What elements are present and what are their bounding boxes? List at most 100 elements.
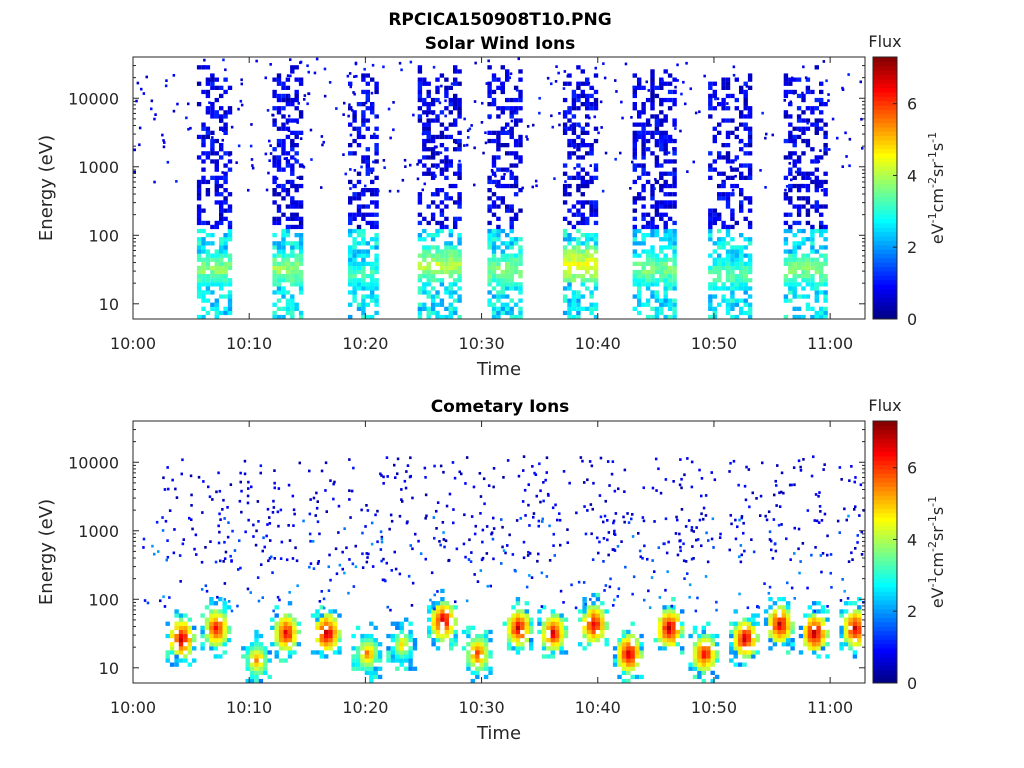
flux-cell	[364, 633, 370, 639]
flux-cell	[823, 188, 828, 193]
flux-cell	[274, 650, 279, 655]
flux-cell	[518, 237, 523, 242]
flux-cell	[245, 654, 250, 659]
flux-cell	[453, 224, 458, 230]
flux-cell	[816, 617, 821, 622]
figure-filename-title: RPCICA150908T10.PNG	[388, 10, 611, 30]
flux-cell	[314, 514, 317, 517]
flux-cell	[646, 557, 649, 561]
flux-cell	[550, 646, 555, 651]
flux-cell	[706, 658, 711, 663]
flux-cell	[513, 192, 519, 197]
flux-cell	[725, 274, 731, 279]
flux-cell	[386, 646, 391, 651]
flux-cell	[810, 224, 815, 230]
flux-cell	[708, 175, 713, 180]
flux-cell	[783, 175, 789, 180]
flux-cell	[819, 212, 824, 217]
flux-cell	[768, 605, 773, 610]
colorbar-segment	[873, 639, 897, 645]
flux-cell	[725, 77, 731, 82]
flux-cell	[774, 549, 778, 553]
flux-cell	[650, 97, 655, 103]
flux-cell	[453, 306, 458, 311]
flux-cell	[424, 123, 428, 127]
flux-cell	[571, 237, 577, 242]
flux-cell	[567, 118, 572, 123]
flux-cell	[659, 188, 664, 193]
flux-cell	[276, 220, 282, 226]
flux-cell	[227, 224, 233, 230]
flux-cell	[455, 547, 459, 551]
flux-cell	[546, 76, 550, 80]
flux-cell	[632, 575, 636, 579]
flux-cell	[729, 646, 734, 651]
flux-cell	[315, 621, 320, 626]
flux-cell	[210, 77, 215, 82]
flux-cell	[407, 574, 411, 578]
flux-cell	[178, 629, 184, 635]
flux-cell	[777, 523, 781, 527]
flux-cell	[483, 666, 489, 671]
flux-cell	[505, 204, 510, 209]
flux-cell	[708, 151, 713, 156]
flux-cell	[166, 160, 170, 164]
flux-cell	[365, 560, 369, 564]
flux-cell	[219, 143, 224, 148]
flux-cell	[792, 126, 797, 131]
flux-cell	[214, 306, 219, 311]
flux-cell	[509, 310, 514, 316]
flux-cell	[192, 638, 197, 643]
flux-cell	[153, 180, 156, 184]
x-tick-label: 10:20	[342, 698, 388, 717]
flux-cell	[466, 666, 471, 671]
flux-cell	[518, 261, 523, 266]
flux-cell	[385, 561, 388, 565]
flux-cell	[308, 532, 312, 536]
flux-cell	[285, 310, 291, 316]
flux-cell	[470, 638, 475, 643]
flux-cell	[585, 286, 590, 291]
flux-cell	[448, 85, 453, 90]
flux-cell	[739, 138, 744, 144]
flux-cell	[210, 302, 215, 307]
flux-cell	[593, 282, 599, 287]
flux-cell	[708, 85, 713, 90]
flux-cell	[277, 524, 280, 528]
flux-cell	[422, 290, 427, 295]
flux-cell	[654, 224, 660, 230]
flux-cell	[694, 609, 698, 613]
flux-cell	[747, 134, 753, 140]
flux-cell	[706, 662, 711, 667]
flux-cell	[146, 601, 150, 605]
flux-cell	[209, 613, 214, 618]
flux-cell	[187, 102, 190, 106]
flux-cell	[281, 233, 286, 238]
flux-cell	[223, 306, 228, 311]
flux-cell	[725, 265, 731, 271]
flux-cell	[435, 509, 438, 513]
flux-cell	[444, 601, 449, 606]
flux-cell	[444, 134, 449, 140]
flux-cell	[370, 261, 375, 266]
flux-cell	[730, 257, 735, 262]
flux-cell	[520, 609, 525, 614]
flux-cell	[645, 97, 651, 103]
flux-cell	[277, 144, 280, 147]
flux-cell	[788, 269, 793, 275]
flux-cell	[641, 278, 646, 283]
flux-cell	[721, 265, 726, 271]
flux-cell	[439, 464, 443, 468]
flux-cell	[449, 625, 454, 630]
flux-cell	[457, 265, 462, 271]
flux-cell	[324, 654, 329, 659]
flux-cell	[410, 604, 414, 607]
flux-cell	[571, 102, 577, 107]
flux-cell	[747, 163, 753, 168]
flux-cell	[513, 163, 519, 168]
flux-cell	[567, 143, 572, 148]
flux-cell	[422, 110, 427, 115]
flux-cell	[632, 151, 637, 156]
flux-cell	[374, 81, 379, 86]
flux-cell	[430, 155, 436, 160]
